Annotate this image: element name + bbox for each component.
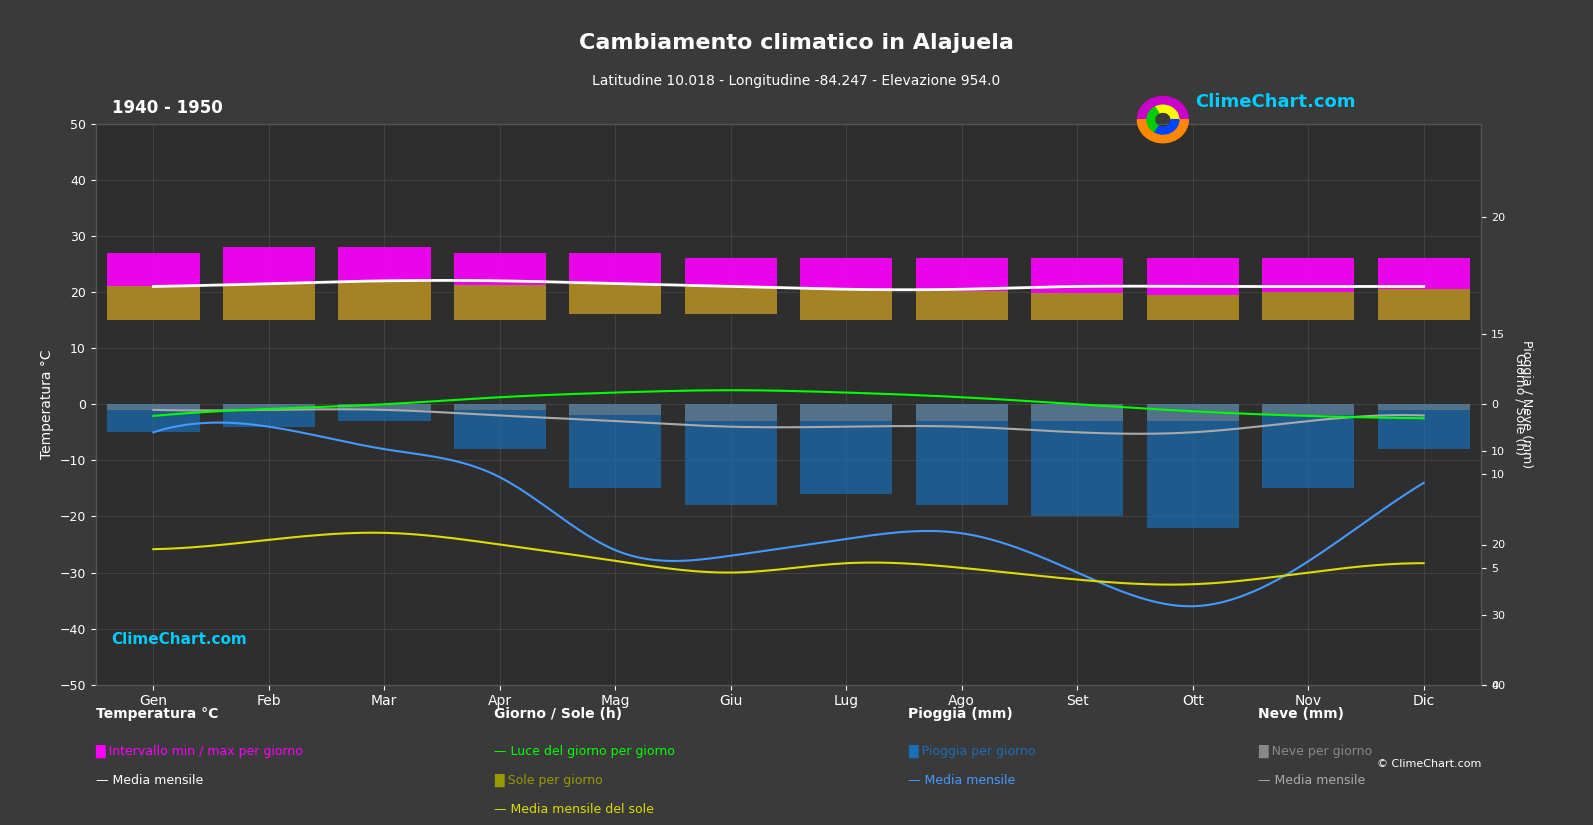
Bar	[569, 252, 661, 314]
Bar	[1031, 404, 1123, 421]
Bar	[1262, 404, 1354, 416]
Bar	[107, 286, 199, 320]
Bar	[454, 252, 546, 320]
Bar	[569, 404, 661, 416]
Bar	[685, 404, 777, 505]
Wedge shape	[1137, 120, 1188, 143]
Bar	[916, 291, 1008, 320]
Text: Neve (mm): Neve (mm)	[1258, 707, 1344, 721]
Bar	[1378, 258, 1470, 320]
Bar	[1378, 404, 1470, 410]
Text: — Media mensile del sole: — Media mensile del sole	[494, 803, 653, 816]
Text: Pioggia (mm): Pioggia (mm)	[908, 707, 1013, 721]
Bar	[454, 404, 546, 449]
Bar	[223, 284, 315, 320]
Text: Latitudine 10.018 - Longitudine -84.247 - Elevazione 954.0: Latitudine 10.018 - Longitudine -84.247 …	[593, 74, 1000, 88]
Bar	[223, 404, 315, 427]
Text: — Media mensile: — Media mensile	[1258, 774, 1365, 787]
Bar	[338, 404, 430, 410]
Bar	[1147, 404, 1239, 528]
Bar	[1147, 295, 1239, 320]
Text: Giorno / Sole (h): Giorno / Sole (h)	[494, 707, 621, 721]
Bar	[800, 258, 892, 320]
Bar	[916, 404, 1008, 505]
Bar	[800, 290, 892, 320]
Y-axis label: Temperatura °C: Temperatura °C	[40, 350, 54, 459]
Bar	[569, 284, 661, 314]
Bar	[454, 285, 546, 320]
Text: Temperatura °C: Temperatura °C	[96, 707, 218, 721]
Bar	[1262, 258, 1354, 320]
Bar	[1262, 404, 1354, 488]
Text: █ Neve per giorno: █ Neve per giorno	[1258, 745, 1373, 758]
Bar	[916, 404, 1008, 421]
Bar	[685, 404, 777, 421]
Bar	[223, 248, 315, 320]
Bar	[223, 404, 315, 410]
Bar	[1031, 293, 1123, 320]
Bar	[338, 404, 430, 421]
Bar	[685, 258, 777, 314]
Bar	[1147, 404, 1239, 421]
Bar	[338, 282, 430, 320]
Bar	[1147, 258, 1239, 320]
Bar	[1031, 258, 1123, 320]
Bar	[107, 252, 199, 320]
Wedge shape	[1155, 106, 1179, 120]
Y-axis label: Pioggia / Neve (mm): Pioggia / Neve (mm)	[1520, 340, 1532, 469]
Bar	[1378, 404, 1470, 449]
Wedge shape	[1137, 97, 1188, 120]
Text: — Media mensile: — Media mensile	[908, 774, 1015, 787]
Bar	[1262, 292, 1354, 320]
Text: ClimeChart.com: ClimeChart.com	[1195, 93, 1356, 111]
Bar	[685, 286, 777, 314]
Text: 1940 - 1950: 1940 - 1950	[112, 99, 223, 117]
Bar	[454, 404, 546, 410]
Text: — Media mensile: — Media mensile	[96, 774, 202, 787]
Text: ClimeChart.com: ClimeChart.com	[112, 631, 247, 647]
Bar	[800, 404, 892, 494]
Bar	[569, 404, 661, 488]
Bar	[107, 404, 199, 410]
Wedge shape	[1155, 120, 1179, 134]
Bar	[1031, 404, 1123, 516]
Text: © ClimeChart.com: © ClimeChart.com	[1376, 759, 1481, 769]
Text: █ Sole per giorno: █ Sole per giorno	[494, 774, 602, 787]
Bar	[1378, 290, 1470, 320]
Y-axis label: Giorno / Sole (h): Giorno / Sole (h)	[1513, 353, 1526, 455]
Text: Cambiamento climatico in Alajuela: Cambiamento climatico in Alajuela	[580, 33, 1013, 53]
Bar	[800, 404, 892, 421]
Wedge shape	[1147, 107, 1158, 132]
Text: — Luce del giorno per giorno: — Luce del giorno per giorno	[494, 745, 675, 758]
Text: █ Intervallo min / max per giorno: █ Intervallo min / max per giorno	[96, 745, 303, 758]
Text: █ Pioggia per giorno: █ Pioggia per giorno	[908, 745, 1035, 758]
Bar	[338, 248, 430, 320]
Bar	[107, 404, 199, 432]
Bar	[916, 258, 1008, 320]
